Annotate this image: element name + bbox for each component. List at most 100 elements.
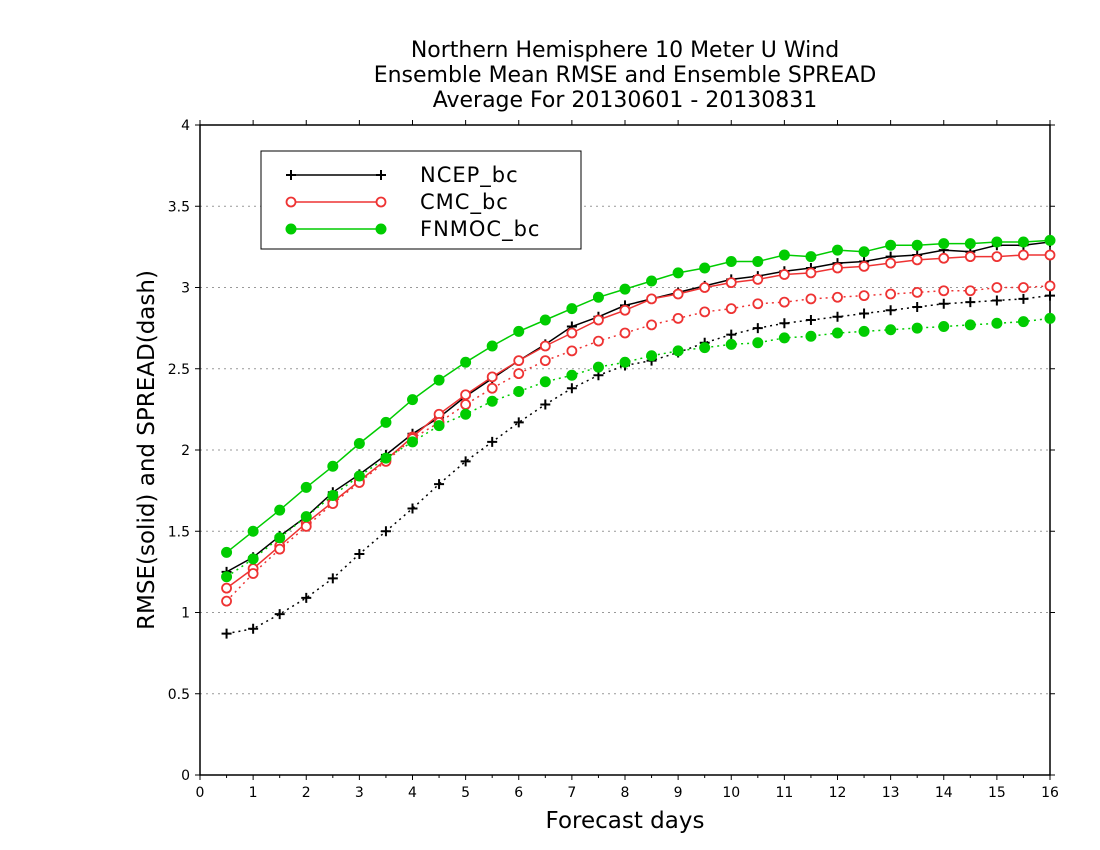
data-point-cmc_bc-rmse — [911, 254, 923, 266]
legend-marker-ncep_bc — [286, 170, 296, 180]
data-point-fnmoc_bc-spread — [752, 337, 764, 349]
data-point-ncep_bc-spread — [805, 315, 816, 325]
data-point-cmc_bc-rmse — [593, 314, 604, 326]
data-point-fnmoc_bc-rmse — [911, 239, 923, 251]
data-point-ncep_bc-spread — [460, 456, 471, 467]
legend-label-fnmoc_bc: FNMOC_bc — [420, 217, 540, 242]
y-axis-label: RMSE(solid) and SPREAD(dash) — [134, 270, 160, 630]
data-point-cmc_bc-spread — [911, 286, 923, 298]
data-point-ncep_bc-spread — [912, 302, 923, 312]
x-tick-label: 11 — [775, 785, 793, 801]
data-point-cmc_bc-rmse — [513, 355, 525, 367]
data-point-ncep_bc-spread — [885, 305, 896, 316]
data-point-cmc_bc-spread — [938, 285, 950, 297]
data-point-fnmoc_bc-rmse — [964, 238, 976, 250]
chart-title-line-2: Ensemble Mean RMSE and Ensemble SPREAD — [373, 63, 877, 88]
data-point-fnmoc_bc-rmse — [1017, 236, 1029, 248]
legend-label-cmc_bc: CMC_bc — [420, 190, 509, 215]
x-tick-label: 8 — [621, 785, 630, 801]
data-point-fnmoc_bc-rmse — [327, 460, 339, 472]
data-point-fnmoc_bc-spread — [513, 386, 525, 397]
data-point-cmc_bc-spread — [300, 520, 312, 532]
y-tick-label: 2.5 — [168, 362, 190, 378]
data-point-cmc_bc-rmse — [699, 282, 711, 293]
data-point-fnmoc_bc-rmse — [566, 303, 578, 315]
data-point-cmc_bc-rmse — [858, 260, 870, 272]
data-point-ncep_bc-spread — [1045, 290, 1055, 301]
data-point-fnmoc_bc-spread — [486, 395, 498, 407]
series-line-cmc_bc-spread — [226, 285, 1051, 602]
y-tick-label: 0 — [181, 768, 190, 784]
data-point-cmc_bc-spread — [646, 319, 657, 331]
data-point-cmc_bc-rmse — [566, 327, 578, 339]
data-point-cmc_bc-spread — [964, 285, 976, 297]
data-point-ncep_bc-spread — [301, 592, 312, 603]
data-point-cmc_bc-rmse — [460, 389, 472, 401]
x-tick-label: 10 — [722, 785, 740, 801]
data-point-fnmoc_bc-spread — [672, 345, 684, 357]
data-point-ncep_bc-spread — [965, 297, 976, 308]
data-point-cmc_bc-rmse — [964, 251, 976, 263]
data-point-cmc_bc-spread — [725, 303, 737, 315]
data-point-ncep_bc-spread — [752, 323, 763, 334]
y-tick-label: 3.5 — [168, 199, 190, 215]
data-point-ncep_bc-spread — [221, 628, 232, 639]
data-point-cmc_bc-spread — [513, 368, 525, 380]
data-point-fnmoc_bc-rmse — [380, 416, 392, 428]
data-point-fnmoc_bc-spread — [353, 470, 365, 482]
data-point-fnmoc_bc-spread — [300, 511, 312, 523]
y-tick-label: 1 — [181, 606, 190, 622]
data-point-ncep_bc-spread — [938, 298, 949, 309]
data-point-ncep_bc-spread — [540, 399, 551, 410]
x-tick-label: 5 — [461, 785, 470, 801]
data-point-cmc_bc-rmse — [752, 273, 764, 285]
data-point-cmc_bc-spread — [752, 298, 764, 310]
data-point-fnmoc_bc-rmse — [353, 438, 365, 449]
x-tick-label: 3 — [355, 785, 364, 801]
data-point-fnmoc_bc-spread — [460, 408, 472, 420]
data-point-fnmoc_bc-rmse — [938, 238, 950, 250]
data-point-fnmoc_bc-rmse — [805, 251, 817, 263]
data-point-fnmoc_bc-spread — [858, 325, 870, 337]
data-point-ncep_bc-spread — [1018, 293, 1029, 304]
data-point-fnmoc_bc-rmse — [725, 256, 737, 267]
data-point-ncep_bc-spread — [327, 573, 338, 584]
series-line-fnmoc_bc-spread — [226, 317, 1051, 578]
data-point-fnmoc_bc-spread — [1017, 316, 1029, 328]
data-point-fnmoc_bc-spread — [327, 490, 339, 501]
series-fnmoc_bc-spread — [221, 312, 1056, 583]
data-point-cmc_bc-rmse — [885, 257, 897, 269]
data-point-fnmoc_bc-spread — [832, 327, 843, 339]
data-point-fnmoc_bc-rmse — [778, 249, 790, 261]
series-line-ncep_bc-rmse — [226, 241, 1051, 573]
data-point-fnmoc_bc-spread — [433, 420, 445, 432]
data-point-fnmoc_bc-spread — [805, 330, 817, 342]
y-tick-label: 2 — [181, 443, 190, 459]
data-point-fnmoc_bc-rmse — [619, 283, 631, 295]
legend-marker-cmc_bc — [285, 196, 297, 208]
data-point-fnmoc_bc-rmse — [832, 244, 843, 256]
legend-marker-ncep_bc — [376, 170, 386, 180]
legend-label-ncep_bc: NCEP_bc — [420, 163, 519, 188]
data-point-ncep_bc-spread — [832, 311, 843, 322]
data-point-ncep_bc-spread — [566, 383, 577, 394]
x-tick-label: 16 — [1041, 785, 1059, 801]
data-point-cmc_bc-spread — [566, 345, 578, 357]
y-tick-label: 4 — [181, 118, 190, 134]
data-point-fnmoc_bc-rmse — [407, 394, 418, 406]
data-point-cmc_bc-rmse — [1018, 249, 1029, 261]
data-point-fnmoc_bc-rmse — [1044, 234, 1056, 246]
data-point-fnmoc_bc-spread — [911, 322, 923, 334]
data-point-fnmoc_bc-rmse — [858, 246, 870, 258]
data-point-ncep_bc-spread — [380, 526, 391, 537]
data-point-fnmoc_bc-rmse — [247, 525, 259, 537]
legend-box — [260, 150, 582, 250]
x-tick-label: 13 — [882, 785, 900, 801]
series-fnmoc_bc-rmse — [221, 234, 1056, 558]
data-point-cmc_bc-spread — [539, 355, 551, 367]
data-point-fnmoc_bc-spread — [380, 452, 392, 464]
data-point-fnmoc_bc-spread — [646, 350, 658, 362]
data-point-cmc_bc-spread — [832, 291, 843, 303]
